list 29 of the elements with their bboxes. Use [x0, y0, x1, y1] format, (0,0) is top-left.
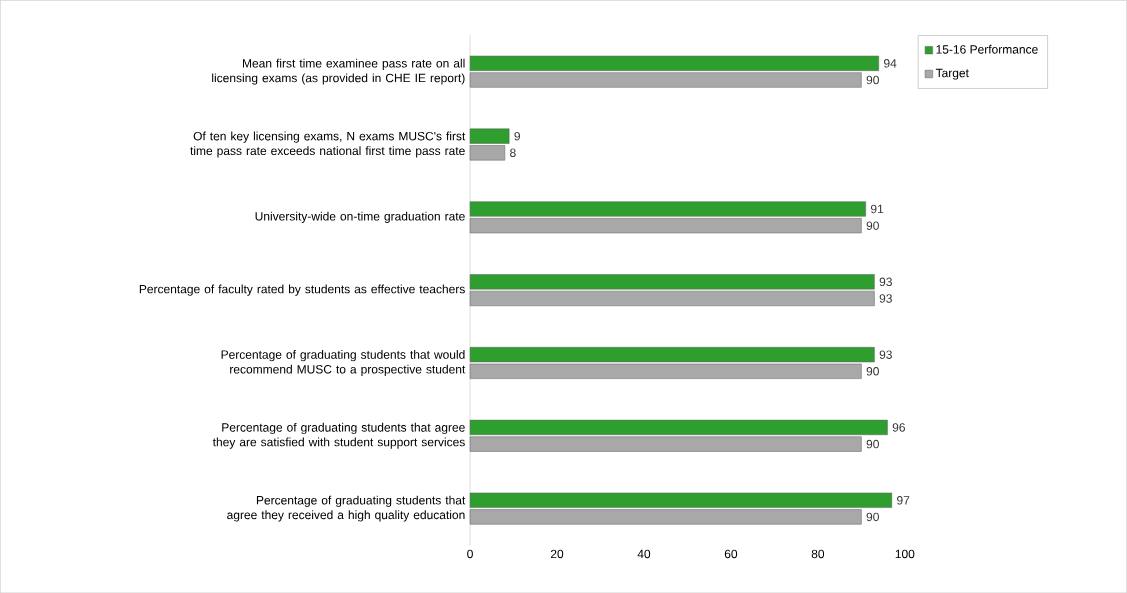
data-label: 90 — [866, 366, 879, 376]
legend-label: Target — [935, 68, 969, 80]
data-label: 9 — [514, 131, 520, 141]
data-label: 90 — [866, 221, 879, 230]
y-tick-label: Mean first time examinee pass rate on all licensing exams (as provided in CHE IE report) — [212, 58, 465, 85]
y-tick-label: Of ten key licensing exams, N exams MUSC's first time pass rate exceeds national first time pass rate — [190, 131, 466, 158]
data-label: 90 — [866, 439, 879, 449]
x-tick-label: 100 — [895, 549, 915, 559]
data-label: 97 — [897, 495, 910, 505]
x-tick-label: 0 — [467, 549, 473, 559]
data-label: 96 — [892, 423, 905, 432]
y-tick-label: Percentage of graduating students that would recommend MUSC to a prospective student — [221, 349, 466, 376]
data-label: 93 — [879, 294, 892, 303]
x-tick-label: 60 — [724, 549, 738, 559]
data-label: 90 — [866, 75, 879, 85]
data-label: 90 — [866, 512, 879, 522]
y-tick-label: Percentage of graduating students that agree they received a high quality education — [227, 495, 466, 522]
x-tick-label: 80 — [811, 549, 825, 559]
data-label: 93 — [879, 350, 892, 359]
y-tick-label: Percentage of graduating students that agree they are satisfied with student support services — [212, 422, 465, 449]
legend-label: 15-16 Performance — [936, 44, 1038, 54]
y-tick-label: Percentage of faculty rated by students as effective teachers — [139, 284, 465, 296]
x-tick-label: 40 — [637, 549, 651, 559]
data-label: 93 — [879, 277, 892, 286]
data-label: 91 — [870, 204, 884, 214]
x-tick-label: 20 — [550, 549, 564, 559]
y-tick-label: University-wide on-time graduation rate — [255, 211, 465, 223]
data-label: 8 — [510, 148, 516, 157]
data-label: 94 — [884, 58, 897, 68]
